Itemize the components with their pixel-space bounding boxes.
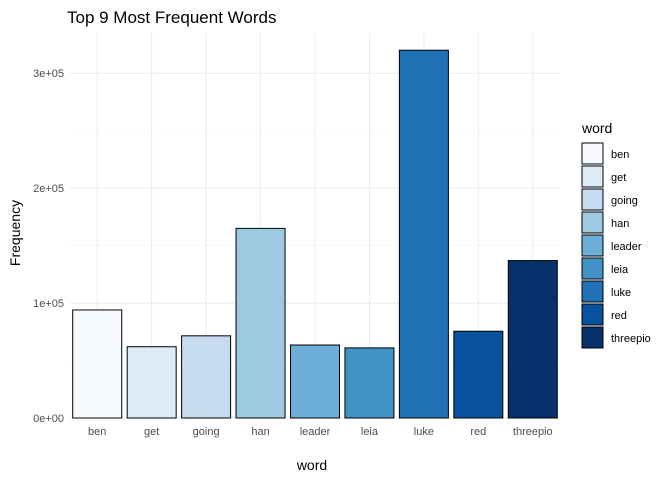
- legend-label: ben: [611, 149, 629, 161]
- legend-item: han: [581, 211, 629, 234]
- y-axis-ticks: 0e+00 1e+05 2e+05 3e+05: [33, 68, 64, 425]
- legend-swatch: [581, 257, 604, 280]
- y-tick-label: 0e+00: [33, 413, 64, 425]
- legend-swatch: [581, 188, 604, 211]
- legend-swatch: [581, 234, 604, 257]
- x-axis-ticks: ben get going han leader leia luke red threepio: [88, 426, 553, 438]
- bar-leia: [344, 347, 395, 419]
- legend-label: leader: [611, 241, 642, 253]
- bar-luke: [398, 49, 449, 419]
- legend-swatch: [581, 211, 604, 234]
- bar-leader: [290, 344, 340, 419]
- bar-threepio: [507, 260, 558, 419]
- x-tick-label: red: [470, 426, 486, 438]
- legend-item: luke: [581, 280, 631, 303]
- bar-going: [181, 335, 232, 419]
- legend-item: leader: [581, 234, 642, 257]
- legend-title: word: [581, 120, 612, 136]
- legend-label: get: [611, 172, 626, 184]
- legend: word ben get going han leader leia luke red thre…: [581, 120, 651, 349]
- legend-label: going: [611, 195, 638, 207]
- legend-swatch: [581, 165, 604, 188]
- legend-label: threepio: [611, 333, 651, 345]
- legend-item: going: [581, 188, 638, 211]
- bar-ben: [72, 309, 123, 419]
- legend-item: threepio: [581, 326, 651, 349]
- x-tick-label: han: [251, 426, 269, 438]
- bars: [72, 49, 558, 419]
- bar-han: [235, 227, 286, 419]
- x-tick-label: ben: [88, 426, 106, 438]
- y-tick-label: 2e+05: [33, 183, 64, 195]
- bar-get: [126, 346, 177, 419]
- x-tick-label: luke: [414, 426, 434, 438]
- legend-label: red: [611, 310, 627, 322]
- x-tick-label: leader: [300, 426, 331, 438]
- legend-item: get: [581, 165, 626, 188]
- x-tick-label: going: [193, 426, 220, 438]
- y-tick-label: 3e+05: [33, 68, 64, 80]
- legend-swatch: [581, 326, 604, 349]
- bar-red: [453, 330, 504, 419]
- legend-item: leia: [581, 257, 629, 280]
- legend-item: ben: [581, 142, 629, 165]
- legend-label: han: [611, 218, 629, 230]
- legend-swatch: [581, 280, 604, 303]
- x-tick-label: threepio: [513, 426, 553, 438]
- legend-label: luke: [611, 287, 631, 299]
- x-tick-label: get: [144, 426, 159, 438]
- legend-label: leia: [611, 264, 629, 276]
- x-tick-label: leia: [361, 426, 379, 438]
- x-axis-title: word: [296, 457, 327, 473]
- legend-items: ben get going han leader leia luke red threepio: [581, 142, 651, 349]
- y-tick-label: 1e+05: [33, 298, 64, 310]
- y-axis-title: Frequency: [7, 200, 23, 266]
- chart-title: Top 9 Most Frequent Words: [67, 8, 276, 27]
- legend-swatch: [581, 303, 604, 326]
- legend-swatch: [581, 142, 604, 165]
- legend-item: red: [581, 303, 627, 326]
